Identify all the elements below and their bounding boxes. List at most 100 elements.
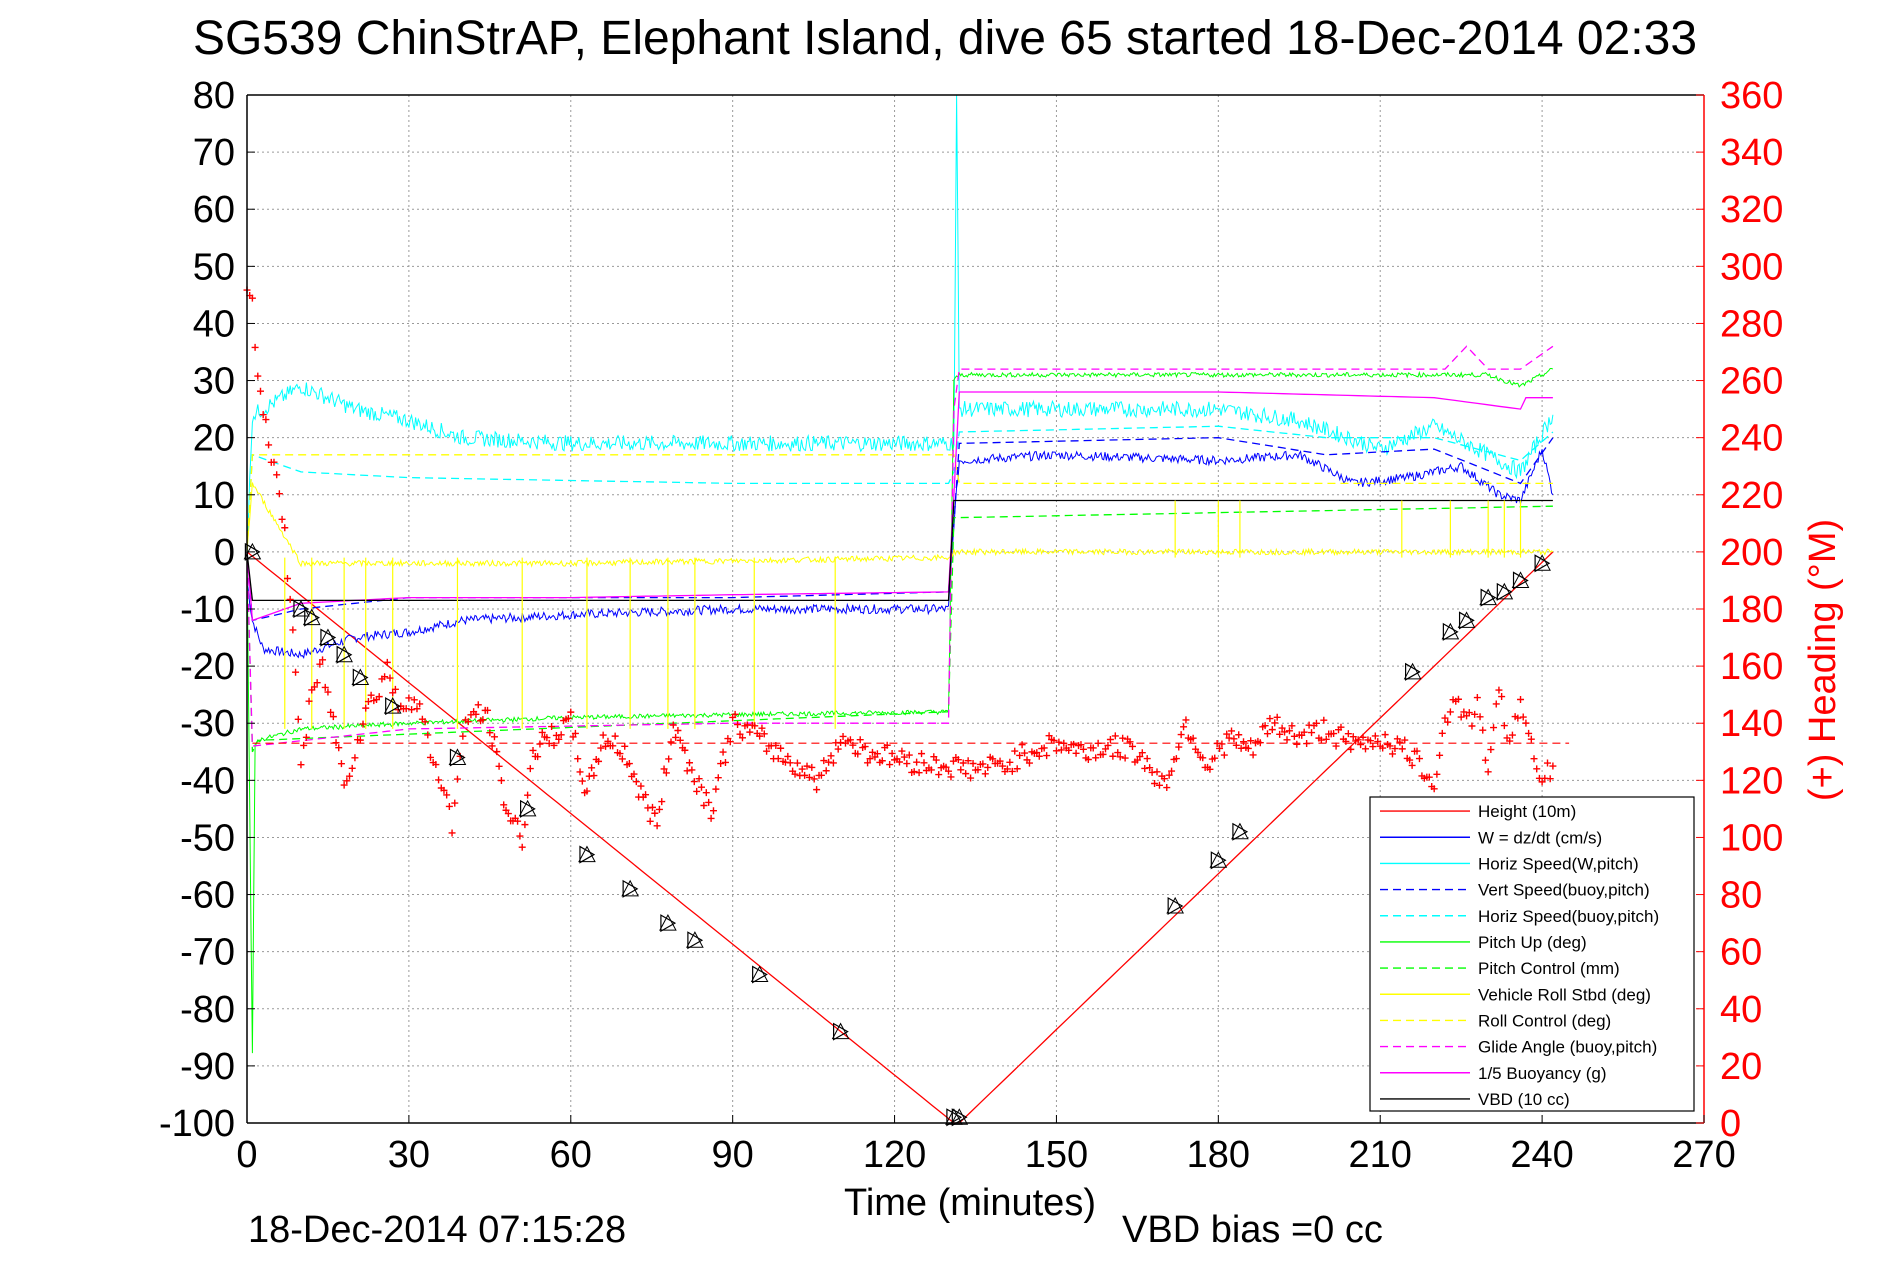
right-tick-label: 340 [1720, 132, 1783, 174]
dive-marker [951, 1108, 968, 1127]
chart-title: SG539 ChinStrAP, Elephant Island, dive 6… [193, 12, 1697, 65]
heading-marker [1476, 713, 1484, 721]
heading-marker [1413, 747, 1421, 755]
series-line-1 [246, 449, 1554, 660]
heading-marker [1344, 730, 1352, 738]
heading-marker [421, 718, 429, 726]
heading-marker [435, 776, 443, 784]
heading-marker [305, 697, 313, 705]
right-tick-label: 360 [1720, 75, 1783, 117]
heading-marker [1527, 735, 1535, 743]
heading-marker [1194, 748, 1202, 756]
heading-marker [825, 758, 833, 766]
heading-marker [1271, 719, 1279, 727]
dive-marker [449, 748, 466, 767]
heading-marker [500, 801, 508, 809]
heading-marker [662, 769, 670, 777]
heading-marker [683, 767, 691, 775]
heading-marker [798, 765, 806, 773]
heading-marker [504, 810, 512, 818]
heading-marker [391, 685, 399, 693]
heading-marker [1003, 765, 1011, 773]
right-tick-label: 0 [1720, 1103, 1741, 1145]
heading-marker [1538, 778, 1546, 786]
series-layer [243, 94, 1570, 1127]
heading-marker [1230, 735, 1238, 743]
heading-marker [611, 732, 619, 740]
dive-marker [579, 845, 596, 864]
x-tick-label: 90 [712, 1134, 754, 1176]
heading-marker [534, 753, 542, 761]
heading-marker [695, 775, 703, 783]
heading-marker [813, 786, 821, 794]
y-tick-label: 50 [193, 246, 235, 288]
right-tick-label: 260 [1720, 361, 1783, 403]
heading-marker [1438, 729, 1446, 737]
heading-marker [1084, 755, 1092, 763]
heading-marker [1235, 731, 1243, 739]
series-line-4 [246, 425, 1554, 552]
heading-marker [1349, 733, 1357, 741]
heading-marker [1244, 744, 1252, 752]
right-axis-label: (+) Heading (°M) [1802, 519, 1844, 801]
heading-marker [932, 756, 940, 764]
heading-marker [805, 773, 813, 781]
heading-marker [383, 658, 391, 666]
heading-marker [1045, 732, 1053, 740]
heading-marker [493, 748, 501, 756]
y-tick-label: -20 [180, 646, 235, 688]
heading-marker [516, 832, 524, 840]
heading-marker [1232, 741, 1240, 749]
right-tick-label: 300 [1720, 246, 1783, 288]
heading-marker [405, 694, 413, 702]
heading-marker [786, 759, 794, 767]
heading-marker [1141, 764, 1149, 772]
heading-marker [868, 748, 876, 756]
heading-marker [866, 755, 874, 763]
heading-marker [564, 714, 572, 722]
heading-marker [479, 716, 487, 724]
heading-marker [947, 773, 955, 781]
y-tick-label: 10 [193, 475, 235, 517]
heading-marker [1544, 759, 1552, 767]
heading-marker [521, 821, 529, 829]
heading-marker [731, 710, 739, 718]
heading-marker [1055, 738, 1063, 746]
series-line-6 [246, 505, 1553, 753]
heading-marker [262, 416, 270, 424]
heading-marker [256, 387, 264, 395]
heading-marker [1043, 752, 1051, 760]
heading-marker [329, 713, 337, 721]
heading-marker [495, 762, 503, 770]
heading-marker [1136, 753, 1144, 761]
heading-marker [625, 760, 633, 768]
legend-entry: Roll Control (deg) [1478, 1011, 1611, 1030]
heading-marker [758, 724, 766, 732]
heading-marker [849, 741, 857, 749]
heading-marker [1266, 715, 1274, 723]
heading-marker [655, 805, 663, 813]
heading-marker [949, 757, 957, 765]
heading-marker [526, 765, 534, 773]
heading-marker [1182, 716, 1190, 724]
series-line-11 [246, 499, 1553, 602]
heading-marker [969, 759, 977, 767]
heading-marker [900, 753, 908, 761]
heading-marker [697, 783, 705, 791]
heading-marker [1199, 754, 1207, 762]
heading-marker [1508, 731, 1516, 739]
series-line-10 [246, 391, 1553, 622]
heading-marker [359, 720, 367, 728]
heading-marker [1495, 686, 1503, 694]
heading-marker [630, 770, 638, 778]
heading-marker [1163, 784, 1171, 792]
y-tick-label: 80 [193, 75, 235, 117]
heading-marker [763, 747, 771, 755]
y-tick-label: -100 [159, 1103, 235, 1145]
heading-marker [1218, 740, 1226, 748]
heading-marker [1342, 737, 1350, 745]
heading-marker [474, 701, 482, 709]
heading-marker [676, 736, 684, 744]
heading-marker [1106, 736, 1114, 744]
heading-marker [942, 763, 950, 771]
